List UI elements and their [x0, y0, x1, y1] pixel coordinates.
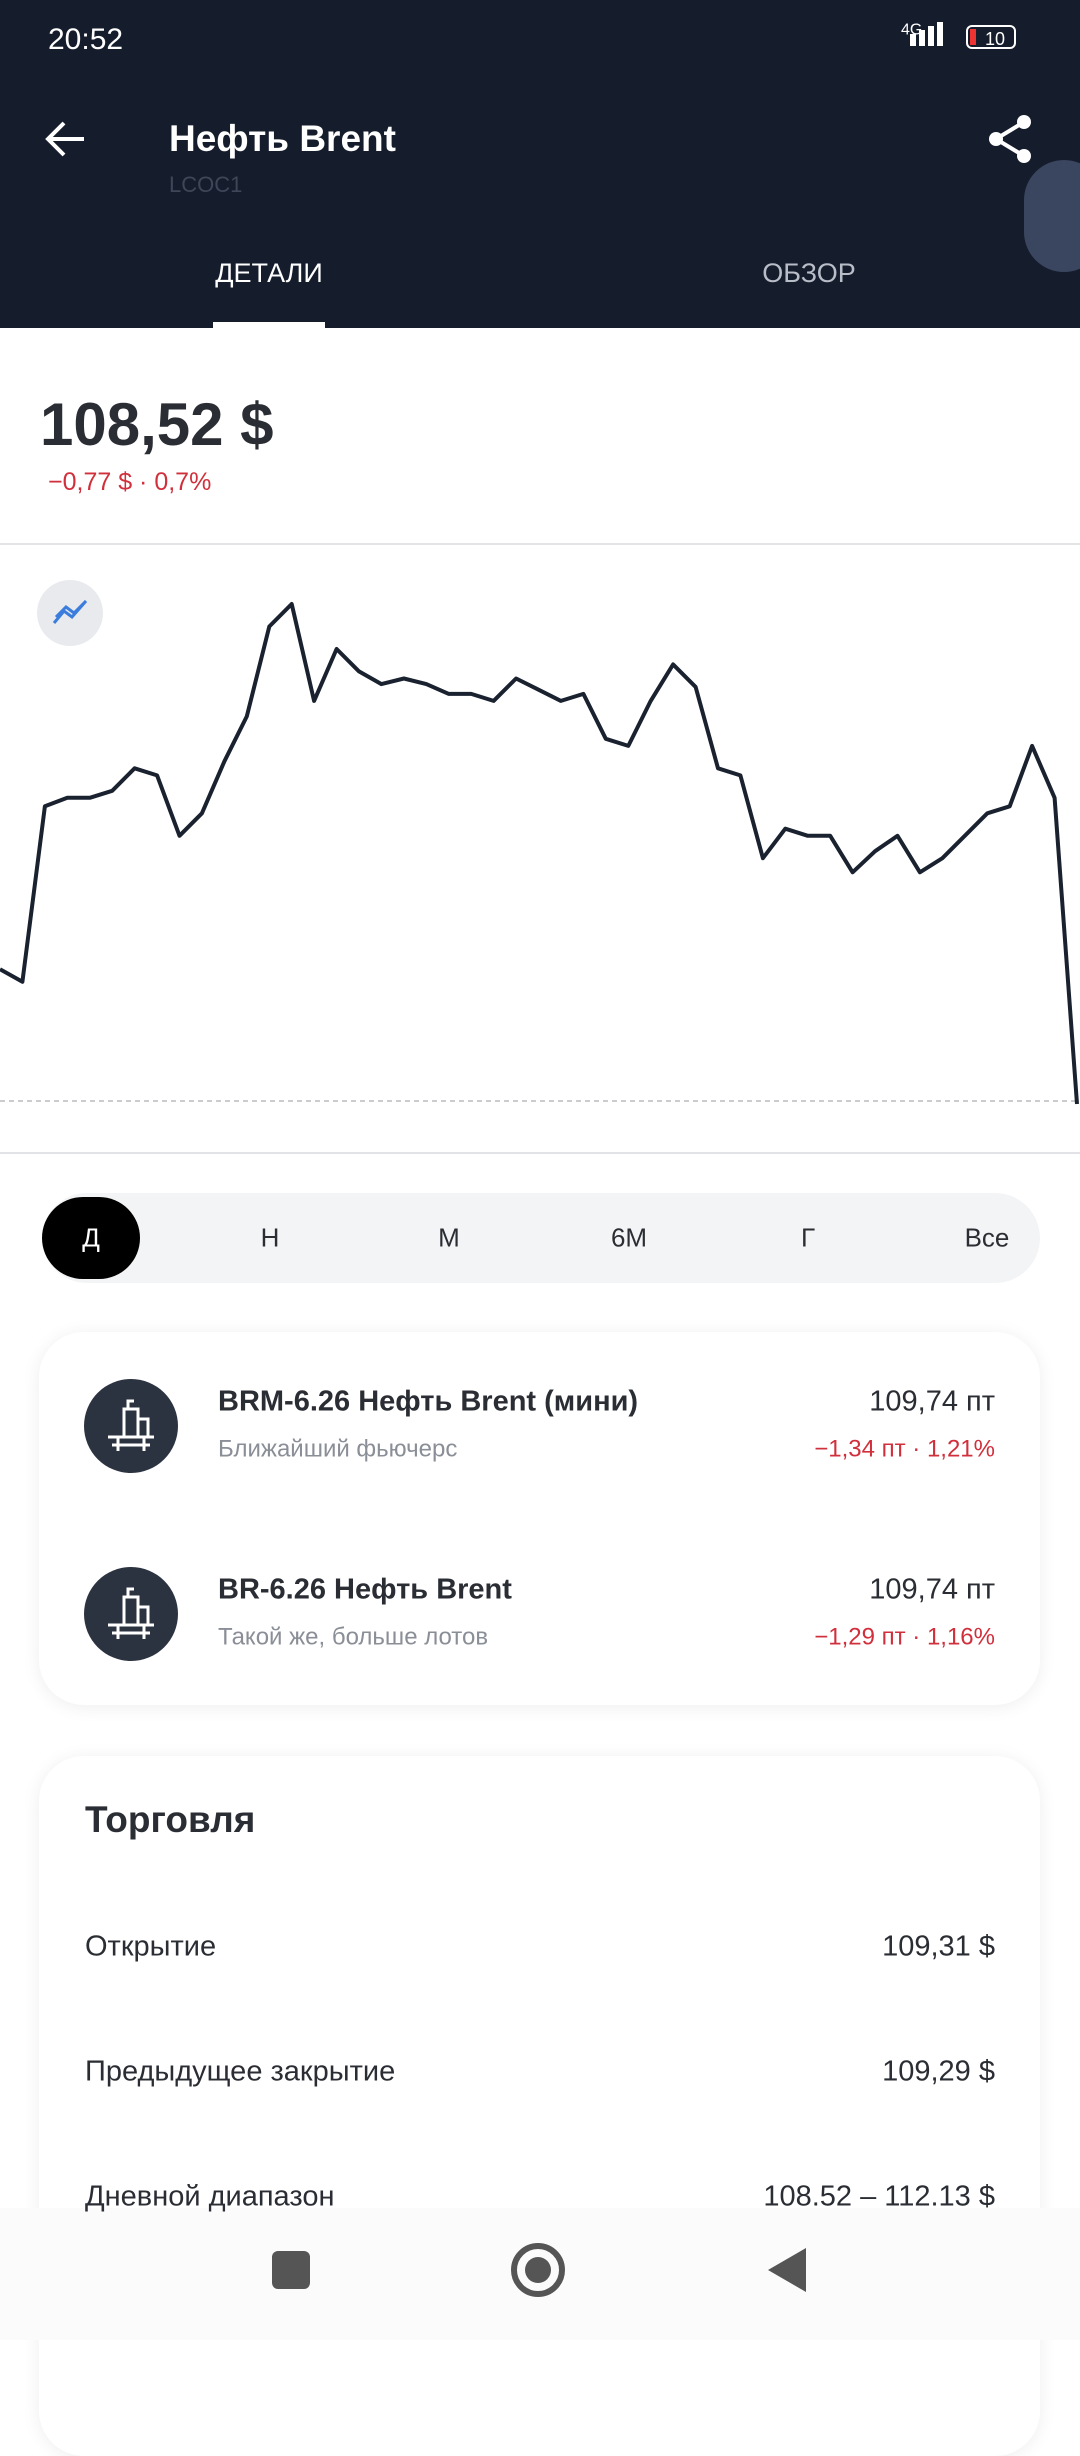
ticker: LCOC1 — [169, 171, 243, 197]
header-bar — [0, 0, 1080, 328]
title: Нефть Brent — [169, 117, 396, 159]
future-price: 109,74 пт — [869, 1573, 995, 1606]
future-change: −1,34 пт · 1,21% — [814, 1435, 995, 1463]
future-price: 109,74 пт — [869, 1385, 995, 1418]
nav-icons — [272, 2243, 806, 2297]
chart-mode-button[interactable] — [37, 580, 103, 646]
tab-indicator — [213, 322, 325, 328]
future-title: BR-6.26 Нефть Brent — [218, 1573, 512, 1606]
price-line — [0, 602, 1079, 1105]
row-label: Открытие — [85, 1930, 217, 1963]
chart-mode-icon — [52, 599, 88, 624]
period-option[interactable]: 6М — [610, 1222, 648, 1253]
period-option[interactable]: Все — [964, 1222, 1010, 1253]
trading-card — [39, 1756, 1040, 2456]
screen: 20:52 4G 10 Нефть Brent LCOC1 ДЕТАЛИ ОБЗ… — [0, 0, 1080, 2297]
future-title: BRM-6.26 Нефть Brent (мини) — [218, 1385, 639, 1418]
period-option[interactable]: Д — [82, 1222, 100, 1253]
price-change: −0,77 $ · 0,7% — [48, 468, 212, 496]
status-time: 20:52 — [48, 23, 124, 56]
chart — [0, 580, 1080, 1105]
period-selected — [42, 1197, 140, 1279]
row-value: 109,31 $ — [882, 1930, 995, 1963]
divider — [0, 1152, 1080, 1154]
tab[interactable]: ОБЗОР — [762, 257, 856, 288]
future-icon — [84, 1567, 178, 1661]
row-value: 108.52 – 112.13 $ — [763, 2180, 995, 2213]
status-network: 4G — [901, 21, 923, 39]
row-label: Предыдущее закрытие — [85, 2055, 396, 2088]
nav-home[interactable] — [511, 2243, 565, 2297]
row-value: 109,29 $ — [882, 2055, 995, 2088]
future-icon — [84, 1379, 178, 1473]
row-label: Дневной диапазон — [85, 2180, 335, 2213]
status-icons — [910, 22, 1016, 49]
futures-card — [39, 1332, 1040, 1705]
back-button[interactable] — [44, 117, 88, 161]
section-title: Торговля — [85, 1798, 256, 1840]
nav-recent[interactable] — [272, 2251, 310, 2289]
share-button[interactable] — [986, 114, 1036, 164]
future-change: −1,29 пт · 1,16% — [814, 1623, 995, 1651]
future-subtitle: Ближайший фьючерс — [218, 1435, 458, 1463]
period-option[interactable]: М — [438, 1222, 460, 1253]
future-subtitle: Такой же, больше лотов — [218, 1623, 489, 1651]
divider — [0, 543, 1080, 545]
period-option[interactable]: Г — [800, 1222, 816, 1253]
battery-level: 10 — [985, 29, 1006, 50]
period-option[interactable]: Н — [260, 1222, 280, 1253]
price: 108,52 $ — [40, 391, 274, 458]
tab[interactable]: ДЕТАЛИ — [215, 257, 323, 288]
nav-back[interactable] — [768, 2248, 806, 2292]
period-selector — [42, 1193, 1040, 1283]
floating-widget[interactable] — [1024, 160, 1080, 272]
